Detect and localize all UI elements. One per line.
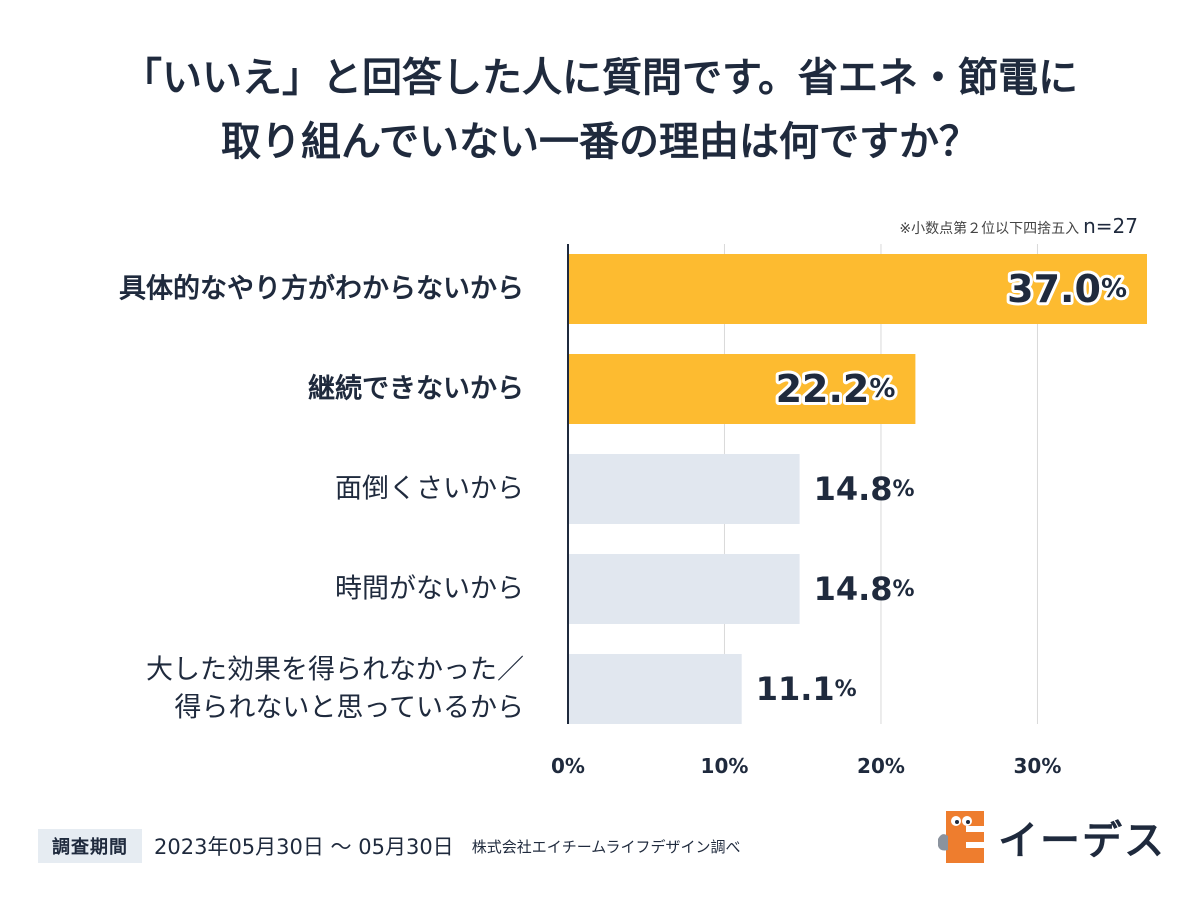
survey-period-badge: 調査期間 [38,829,142,863]
bar-4 [568,554,800,624]
chart-title-line-1: 「いいえ」と回答した人に質問です。省エネ・節電に [122,55,1078,101]
x-tick-label-0: 0% [551,754,585,778]
category-label-4: 時間がないから [335,574,524,605]
category-label-2: 継続できないから [308,373,524,405]
rounding-note: ※小数点第２位以下四捨五入 [899,221,1080,237]
value-label-3: 14.8% [814,470,915,508]
chart-note: ※小数点第２位以下四捨五入 n=27 [899,214,1138,238]
value-label-2: 22.2% [776,367,896,411]
chart-title: 「いいえ」と回答した人に質問です。省エネ・節電に 取り組んでいない一番の理由は何… [0,46,1200,174]
x-tick-label-10: 10% [701,754,749,778]
bars [568,254,1147,724]
value-labels: 37.0% 22.2% 14.8% 14.8% 11.1% [756,264,1130,708]
brand-name: イーデス [998,818,1166,864]
x-tick-label-20: 20% [857,754,905,778]
survey-source: 株式会社エイチームライフデザイン調べ [471,837,741,856]
category-labels: 具体的なやり方がわからないから継続できないから面倒くさいから時間がないから大した… [119,273,524,724]
bar-5 [568,654,742,724]
edesu-logo-icon [938,811,984,863]
footer: 調査期間 2023年05月30日 〜 05月30日 株式会社エイチームライフデザ… [38,826,741,866]
sample-size: n=27 [1083,214,1138,238]
value-label-5: 11.1% [756,670,857,708]
chart-title-line-2: 取り組んでいない一番の理由は何ですか？ [221,119,979,165]
brand-logo: イーデス [936,808,1166,866]
category-label-5-line-1: 大した効果を得られなかった／ [146,655,524,686]
bar-3 [568,454,800,524]
bar-1 [568,254,1147,324]
category-label-1: 具体的なやり方がわからないから [119,273,524,305]
survey-period: 2023年05月30日 〜 05月30日 [154,835,454,859]
value-label-1: 37.0% [1007,267,1127,311]
category-label-3: 面倒くさいから [335,474,524,505]
bar-2 [568,354,916,424]
x-axis-ticks: 0% 10% 20% 30% [551,754,1061,778]
category-label-5-line-2: 得られないと思っているから [174,693,524,724]
x-tick-label-30: 30% [1014,754,1062,778]
value-label-4: 14.8% [814,570,915,608]
